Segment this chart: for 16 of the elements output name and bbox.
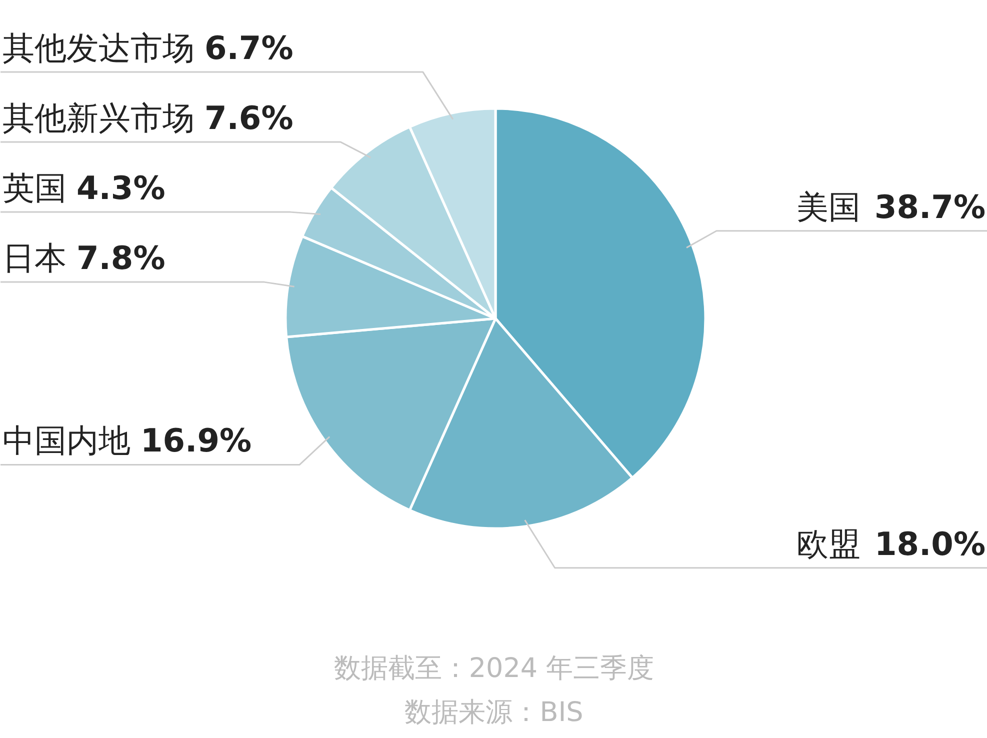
slice-label: 欧盟: [796, 524, 860, 563]
data-label: 16.9%: [140, 422, 252, 460]
slice-label: 日本: [2, 239, 66, 278]
text: 数据截至：2024 年三季度: [334, 653, 654, 684]
data-label: 18.0%: [874, 524, 986, 563]
data-label: 7.8%: [76, 239, 166, 278]
slice-label: 美国: [796, 188, 860, 226]
slice-label: 中国内地: [2, 422, 130, 460]
data-label: 7.6%: [204, 99, 294, 138]
data-label: 38.7%: [874, 188, 986, 226]
data-label: 6.7%: [204, 29, 294, 68]
slice-label: 其他新兴市场: [2, 99, 194, 138]
source-note: 数据来源：BIS: [404, 697, 584, 728]
slice-label: 其他发达市场: [2, 29, 194, 68]
data-label: 4.3%: [76, 169, 166, 208]
slice-label: 英国: [2, 169, 66, 208]
